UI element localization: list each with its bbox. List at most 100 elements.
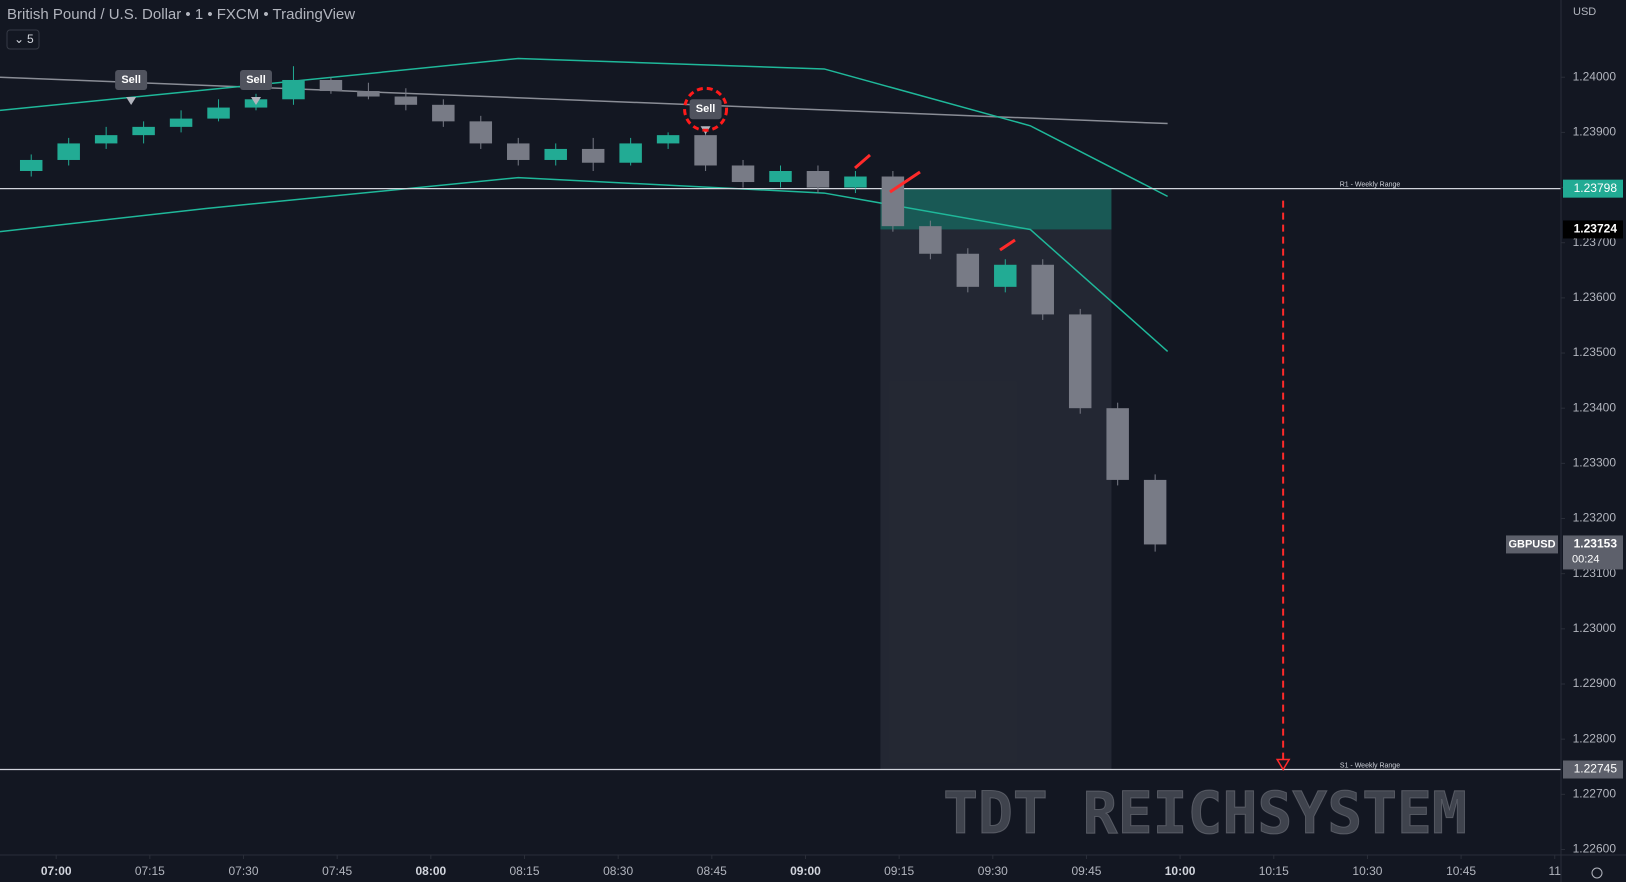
y-tick-label: 1.22700 [1573, 786, 1617, 800]
candle-body [169, 118, 193, 127]
x-tick-label: 10:30 [1352, 864, 1382, 878]
interval-badge[interactable]: 5 [27, 32, 34, 46]
candle-body [956, 253, 980, 287]
level-label: R1 - Weekly Range [1340, 181, 1401, 188]
candle-body [357, 91, 380, 97]
y-tick-label: 1.24000 [1573, 69, 1617, 83]
x-tick-label: 10:00 [1165, 864, 1196, 878]
x-tick-label: 07:00 [41, 864, 72, 878]
y-tick-label: 1.22800 [1573, 731, 1617, 745]
x-tick-label: 08:00 [415, 864, 446, 878]
interval-button[interactable] [6, 29, 40, 50]
last-price-badge [1563, 535, 1623, 570]
x-tick-label: 07:45 [322, 864, 352, 878]
level-label: S1 - Weekly Range [1340, 762, 1400, 769]
candle-body [1068, 314, 1092, 409]
y-tick-label: 1.23400 [1573, 400, 1617, 414]
candle-body [619, 143, 642, 163]
candle-body [881, 176, 905, 227]
candle-body [507, 143, 530, 160]
x-tick-label: 08:45 [697, 864, 727, 878]
price-badge-label: 1.22745 [1574, 762, 1618, 776]
chart-title: British Pound / U.S. Dollar • 1 • FXCM •… [7, 6, 355, 23]
plot-area: R1 - Weekly Range S1 - Weekly Range Sell Se… [0, 57, 1561, 848]
settings-icon[interactable] [1591, 867, 1603, 879]
candle-body [581, 148, 605, 163]
entry-badge [1563, 220, 1623, 239]
entry-badge-label: 1.23724 [1574, 222, 1618, 236]
y-tick-label: 1.23600 [1573, 290, 1617, 304]
annotation-arrow [889, 170, 921, 194]
x-tick-label: 09:30 [978, 864, 1008, 878]
y-tick-label: 1.23900 [1573, 125, 1617, 139]
candle-body [994, 264, 1017, 287]
highlight-circle [683, 86, 729, 132]
x-tick-label: 08:30 [603, 864, 633, 878]
signal-label: Sell [246, 74, 266, 86]
candle-body [844, 176, 867, 188]
symbol-badge [1506, 535, 1558, 554]
annotation-arrow [999, 238, 1016, 252]
signal-label: Sell [696, 103, 716, 115]
candle-body [1143, 479, 1167, 545]
candle-body [394, 96, 418, 105]
x-tick-label: 09:15 [884, 864, 914, 878]
symbol-label: GBPUSD [1508, 538, 1555, 550]
candle-body [469, 121, 493, 144]
x-tick-label: 10:15 [1259, 864, 1289, 878]
x-tick-label: 07:30 [229, 864, 259, 878]
candle-body [731, 165, 755, 183]
signal-badge [240, 70, 273, 91]
signal-badge [115, 70, 148, 91]
candle-body [544, 148, 567, 160]
position-target-zone [880, 229, 1112, 770]
x-tick-label: 07:15 [135, 864, 165, 878]
signal-badge [689, 99, 722, 120]
signal-marker [126, 97, 137, 106]
watermark: TDT REICHSYSTEM [943, 779, 1467, 847]
countdown-label: 00:24 [1572, 553, 1600, 565]
last-price-label: 1.23153 [1574, 537, 1618, 551]
annotation-arrow [854, 153, 871, 170]
y-tick-label: 1.23500 [1573, 345, 1617, 359]
moving-average [0, 176, 1169, 352]
x-tick-label: 08:15 [509, 864, 539, 878]
projection-arrowhead [1275, 758, 1291, 771]
candle-body [806, 171, 830, 188]
candle-body [19, 159, 43, 171]
y-tick-label: 1.23300 [1573, 456, 1617, 470]
chevron: ⌄ [14, 32, 24, 46]
x-tick-label: 09:45 [1071, 864, 1101, 878]
candle-body [1106, 408, 1129, 480]
candle-body [319, 79, 343, 92]
candle-body [57, 143, 80, 160]
candle-body [656, 135, 680, 144]
candle-body [282, 79, 305, 100]
price-badge [1563, 760, 1623, 779]
currency-selector[interactable]: USD [1573, 6, 1596, 18]
candle-body [1031, 264, 1054, 315]
y-tick-label: 1.23000 [1573, 621, 1617, 635]
candle-body [132, 126, 155, 136]
candle-body [769, 171, 792, 183]
signal-marker [251, 97, 262, 106]
candle-body [207, 107, 230, 119]
moving-average [0, 76, 1168, 125]
moving-average [0, 57, 1168, 198]
candle-body [94, 135, 118, 144]
y-tick-label: 1.22600 [1573, 842, 1617, 856]
candle-body [432, 104, 455, 122]
x-tick-label: 11 [1549, 864, 1562, 878]
y-tick-label: 1.22900 [1573, 676, 1617, 690]
candle-body [919, 226, 942, 254]
candle-body [694, 135, 717, 166]
price-badge [1563, 179, 1623, 198]
signal-label: Sell [121, 74, 141, 86]
x-tick-label: 09:00 [790, 864, 821, 878]
price-badge-label: 1.23798 [1574, 181, 1618, 195]
y-tick-label: 1.23200 [1573, 511, 1617, 525]
x-tick-label: 10:45 [1446, 864, 1476, 878]
